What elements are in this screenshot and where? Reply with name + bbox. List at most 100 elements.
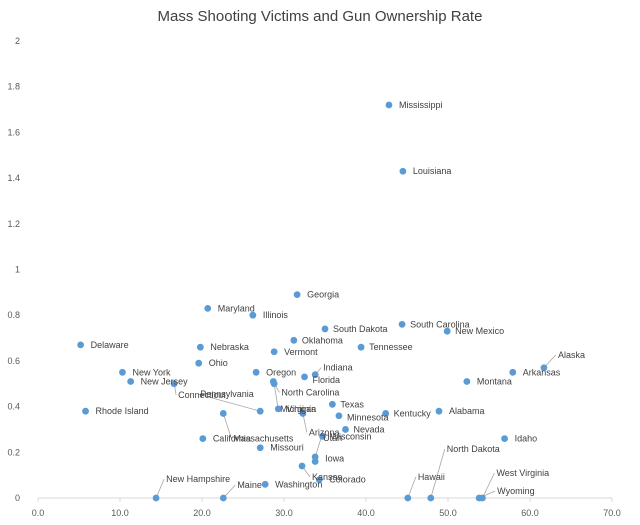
data-point xyxy=(311,458,319,465)
data-point xyxy=(385,101,393,109)
data-label: New York xyxy=(132,367,171,377)
data-point xyxy=(501,435,508,442)
label-leader-line xyxy=(407,476,417,499)
data-point xyxy=(270,348,278,356)
axes: 0.0 10.0 20.0 30.0 40.0 50.0 60.0 70.0 0 0.2 0.4 0.… xyxy=(7,36,620,518)
data-label: Oklahoma xyxy=(302,335,343,345)
label-leader-line xyxy=(482,472,495,499)
data-point xyxy=(195,359,203,367)
data-point xyxy=(335,412,343,420)
data-label: Oregon xyxy=(266,367,296,377)
data-point xyxy=(199,435,207,442)
data-point xyxy=(311,371,319,379)
data-point xyxy=(315,476,323,484)
data-point xyxy=(319,432,326,440)
data-label: Michigan xyxy=(280,404,316,414)
data-label: South Carolina xyxy=(410,319,470,329)
data-point xyxy=(540,364,548,372)
data-point xyxy=(293,291,301,299)
data-label: Kentucky xyxy=(394,408,432,418)
data-label: New Mexico xyxy=(455,326,504,336)
x-tick-label: 70.0 xyxy=(603,508,621,518)
y-tick-label: 1 xyxy=(15,265,20,275)
data-point xyxy=(274,405,282,413)
data-label: Missouri xyxy=(270,443,304,453)
data-label: Utah xyxy=(323,433,342,443)
data-label: Delaware xyxy=(91,340,129,350)
y-tick-label: 0.8 xyxy=(7,310,20,320)
y-tick-label: 1.2 xyxy=(7,219,20,229)
data-label: Georgia xyxy=(307,290,339,300)
data-point xyxy=(298,462,306,470)
data-point xyxy=(342,426,349,433)
data-label: Idaho xyxy=(515,434,538,444)
label-leader-line xyxy=(222,413,232,439)
data-point xyxy=(152,494,160,502)
data-point xyxy=(252,368,260,376)
data-point xyxy=(219,410,227,417)
x-tick-label: 60.0 xyxy=(521,508,539,518)
data-point xyxy=(196,343,204,351)
data-point xyxy=(77,341,85,349)
y-tick-label: 1.8 xyxy=(7,82,20,92)
data-point xyxy=(398,320,406,328)
data-point xyxy=(82,407,89,415)
data-label: Alaska xyxy=(558,350,585,360)
data-point xyxy=(256,444,264,452)
data-label: Mississippi xyxy=(399,100,443,110)
data-label: Colorado xyxy=(329,475,366,485)
data-label: Florida xyxy=(313,375,341,385)
label-leader-line xyxy=(273,383,279,409)
data-label: West Virginia xyxy=(496,468,549,478)
data-label: Arkansas xyxy=(523,367,561,377)
data-point xyxy=(435,407,443,415)
data-point xyxy=(427,494,435,502)
data-point xyxy=(404,494,412,502)
y-tick-label: 0.6 xyxy=(7,356,20,366)
data-point xyxy=(443,327,451,335)
data-label: Maryland xyxy=(218,303,255,313)
data-label: Louisiana xyxy=(413,166,452,176)
data-label: Minnesota xyxy=(347,413,389,423)
data-labels: Mississippi Louisiana Georgia Maryland Illin… xyxy=(91,100,585,496)
data-point xyxy=(219,494,227,502)
data-label: South Dakota xyxy=(333,324,388,334)
data-point xyxy=(399,167,407,175)
data-label: Hawaii xyxy=(418,472,445,482)
data-label: Texas xyxy=(340,399,364,409)
data-label: North Dakota xyxy=(447,444,500,454)
data-label: New Hampshire xyxy=(166,474,230,484)
data-label: Illinois xyxy=(263,310,289,320)
y-tick-label: 1.4 xyxy=(7,173,20,183)
y-tick-label: 0.2 xyxy=(7,447,20,457)
data-point xyxy=(509,368,517,376)
data-label: New Jersey xyxy=(141,376,189,386)
data-points xyxy=(77,101,548,502)
data-point xyxy=(382,410,390,417)
y-tick-label: 0.4 xyxy=(7,402,20,412)
data-label: Vermont xyxy=(284,347,318,357)
data-label: Wyoming xyxy=(497,486,534,496)
data-point xyxy=(301,373,308,381)
data-point xyxy=(249,311,257,319)
data-point xyxy=(357,343,365,351)
label-leader-line xyxy=(198,393,261,412)
data-label: Wisconsin xyxy=(331,431,372,441)
data-label: Nevada xyxy=(354,424,385,434)
data-label: Montana xyxy=(477,376,512,386)
data-label: North Carolina xyxy=(281,387,339,397)
data-label: Arizona xyxy=(309,427,340,437)
chart-title: Mass Shooting Victims and Gun Ownership … xyxy=(157,8,483,25)
data-label: Ohio xyxy=(209,358,228,368)
data-point xyxy=(119,368,126,376)
y-tick-label: 1.6 xyxy=(7,127,20,137)
x-tick-label: 30.0 xyxy=(275,508,293,518)
data-point xyxy=(127,378,135,385)
data-point xyxy=(290,336,298,344)
x-tick-label: 0.0 xyxy=(32,508,45,518)
x-tick-label: 10.0 xyxy=(111,508,129,518)
label-leader-line xyxy=(155,478,165,499)
data-label: Massachusetts xyxy=(233,433,294,443)
data-point xyxy=(475,494,483,502)
